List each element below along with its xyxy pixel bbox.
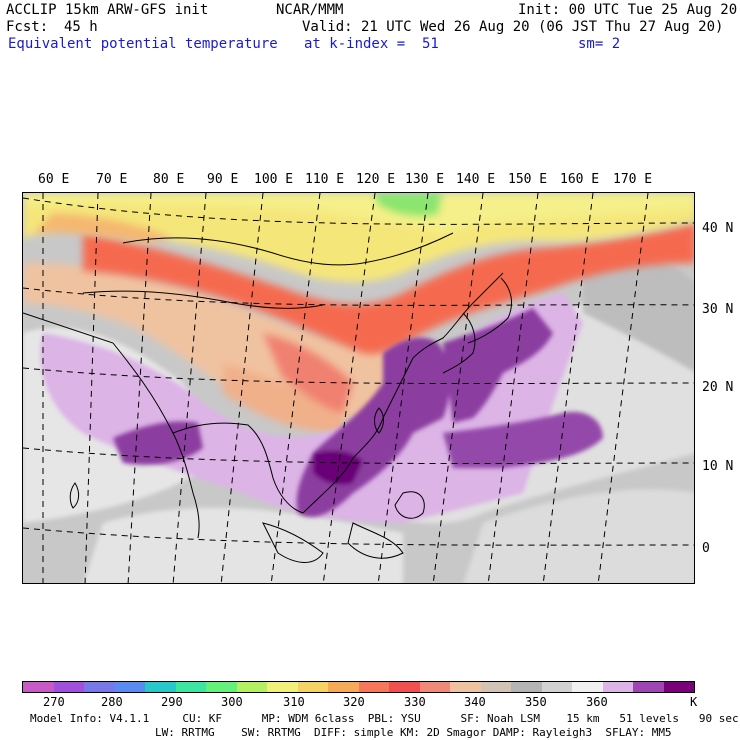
colorbar-tick-label: 280 bbox=[101, 695, 123, 709]
colorbar-segment bbox=[84, 682, 115, 692]
longitude-label: 100 E bbox=[254, 172, 294, 187]
colorbar-tick-label: 360 bbox=[586, 695, 608, 709]
graticule bbox=[23, 193, 694, 583]
forecast-label: Fcst: bbox=[6, 19, 49, 35]
colorbar-segment bbox=[663, 682, 694, 692]
physics-info-line: LW: RRTMG SW: RRTMG DIFF: simple KM: 2D … bbox=[155, 726, 672, 739]
colorbar-tick-label: 300 bbox=[221, 695, 243, 709]
colorbar-segment bbox=[450, 682, 481, 692]
theta-e-field-map bbox=[23, 193, 694, 583]
colorbar bbox=[22, 681, 695, 693]
colorbar-segment bbox=[389, 682, 420, 692]
colorbar-segment bbox=[206, 682, 237, 692]
latitude-label: 40 N bbox=[702, 221, 734, 236]
latitude-label: 20 N bbox=[702, 380, 734, 395]
colorbar-segment bbox=[602, 682, 633, 692]
latitude-label: 0 bbox=[702, 541, 710, 556]
longitude-label: 60 E bbox=[38, 172, 70, 187]
yellow-band bbox=[23, 193, 694, 283]
colorbar-segment bbox=[145, 682, 176, 692]
dark-purple-region bbox=[113, 308, 603, 517]
longitude-label: 140 E bbox=[456, 172, 496, 187]
colorbar-segment bbox=[53, 682, 84, 692]
colorbar-segment bbox=[175, 682, 206, 692]
colorbar-tick-label: 290 bbox=[161, 695, 183, 709]
longitude-label: 110 E bbox=[305, 172, 345, 187]
colorbar-segment bbox=[114, 682, 145, 692]
level-label: at k-index = 51 bbox=[304, 36, 439, 52]
colorbar-segment bbox=[541, 682, 572, 692]
longitude-label: 90 E bbox=[207, 172, 239, 187]
colorbar-tick-label: 350 bbox=[525, 695, 547, 709]
colorbar-tick-label: K bbox=[690, 695, 698, 709]
colorbar-segment bbox=[633, 682, 664, 692]
colorbar-segment bbox=[297, 682, 328, 692]
red-band bbox=[83, 223, 694, 413]
colorbar-segment bbox=[358, 682, 389, 692]
coastlines bbox=[23, 232, 512, 563]
colorbar-segment bbox=[328, 682, 359, 692]
longitude-label: 120 E bbox=[356, 172, 396, 187]
colorbar-segment bbox=[419, 682, 450, 692]
map-panel bbox=[22, 192, 695, 584]
colorbar-segment bbox=[23, 682, 54, 692]
longitude-label: 160 E bbox=[560, 172, 600, 187]
forecast-hour: 45 h bbox=[64, 19, 98, 35]
colorbar-segment bbox=[572, 682, 603, 692]
colorbar-segment bbox=[511, 682, 542, 692]
valid-time: Valid: 21 UTC Wed 26 Aug 20 (06 JST Thu … bbox=[302, 19, 724, 35]
longitude-label: 170 E bbox=[613, 172, 653, 187]
organization-label: NCAR/MMM bbox=[276, 2, 344, 18]
field-name: Equivalent potential temperature bbox=[8, 36, 278, 52]
longitude-label: 150 E bbox=[508, 172, 548, 187]
model-info-line: Model Info: V4.1.1 CU: KF MP: WDM 6class… bbox=[30, 712, 739, 725]
model-title: ACCLIP 15km ARW-GFS init bbox=[6, 2, 209, 18]
colorbar-tick-label: 340 bbox=[464, 695, 486, 709]
smoothing-label: sm= 2 bbox=[578, 36, 621, 52]
longitude-label: 70 E bbox=[96, 172, 128, 187]
init-time: Init: 00 UTC Tue 25 Aug 20 bbox=[518, 2, 738, 18]
colorbar-tick-label: 320 bbox=[343, 695, 365, 709]
longitude-label: 130 E bbox=[405, 172, 445, 187]
latitude-label: 30 N bbox=[702, 302, 734, 317]
colorbar-tick-label: 270 bbox=[43, 695, 65, 709]
longitude-label: 80 E bbox=[153, 172, 185, 187]
colorbar-segment bbox=[267, 682, 298, 692]
colorbar-segment bbox=[480, 682, 511, 692]
colorbar-segment bbox=[236, 682, 267, 692]
colorbar-tick-label: 330 bbox=[404, 695, 426, 709]
latitude-label: 10 N bbox=[702, 459, 734, 474]
colorbar-tick-label: 310 bbox=[283, 695, 305, 709]
